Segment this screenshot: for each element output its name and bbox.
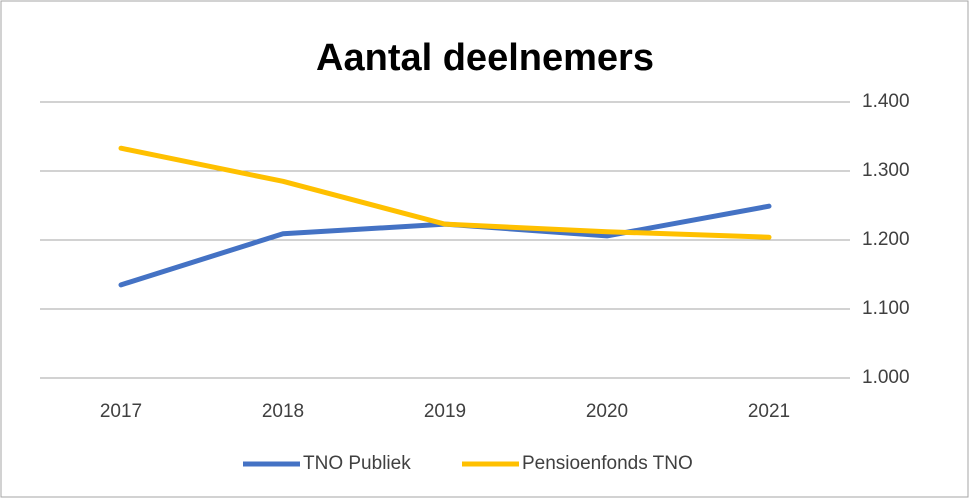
- legend-label: Pensioenfonds TNO: [522, 453, 693, 474]
- x-tick-label: 2021: [748, 401, 790, 422]
- y-tick-label: 1.100: [862, 298, 910, 319]
- legend-label: TNO Publiek: [303, 453, 411, 474]
- y-tick-label: 1.300: [862, 160, 910, 181]
- x-tick-label: 2019: [424, 401, 466, 422]
- x-tick-label: 2018: [262, 401, 304, 422]
- y-tick-label: 1.400: [862, 91, 910, 112]
- x-tick-label: 2020: [586, 401, 628, 422]
- y-tick-label: 1.000: [862, 367, 910, 388]
- chart-title: Aantal deelnemers: [316, 37, 654, 79]
- x-tick-label: 2017: [100, 401, 142, 422]
- y-tick-label: 1.200: [862, 229, 910, 250]
- series-line: [118, 145, 772, 240]
